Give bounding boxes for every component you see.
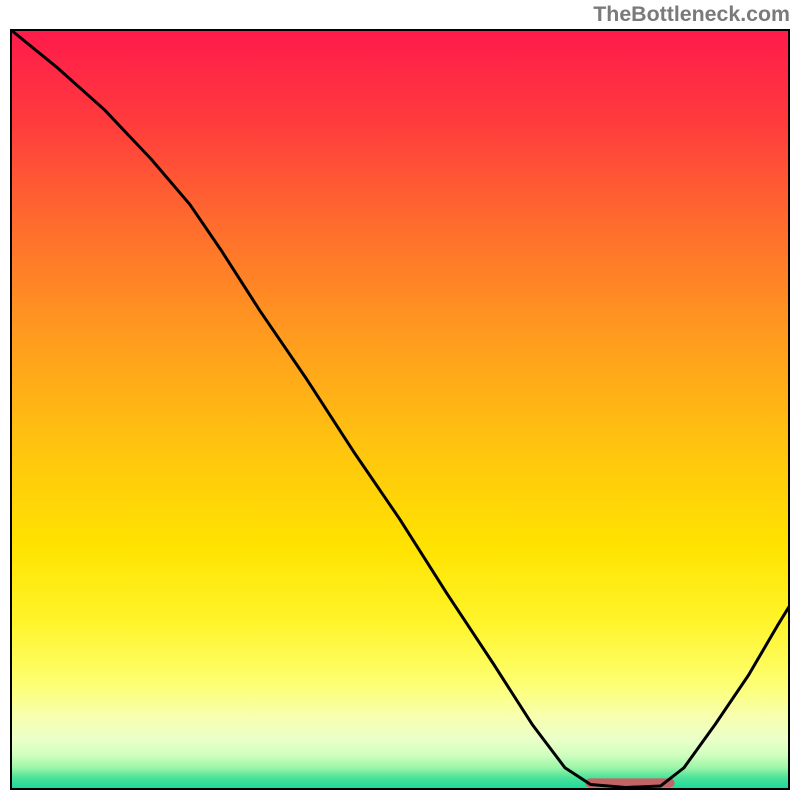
chart-root: TheBottleneck.com — [0, 0, 800, 800]
attribution-text: TheBottleneck.com — [593, 2, 790, 27]
plot-background — [11, 30, 789, 789]
chart-svg — [0, 0, 800, 800]
